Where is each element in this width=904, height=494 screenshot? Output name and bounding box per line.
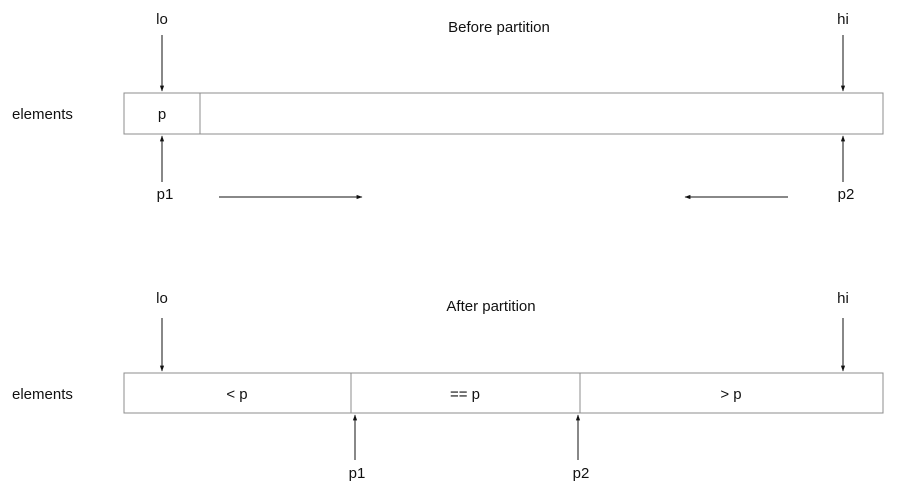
before-p1-label: p1: [157, 186, 174, 203]
before-row-label: elements: [12, 106, 73, 123]
after-cell-less: < p: [226, 386, 247, 403]
after-cell-greater: > p: [720, 386, 741, 403]
after-hi-label: hi: [837, 290, 849, 307]
before-title: Before partition: [448, 19, 550, 36]
after-p2-label: p2: [573, 465, 590, 482]
after-lo-label: lo: [156, 290, 168, 307]
after-row-label: elements: [12, 386, 73, 403]
after-cell-equal: == p: [450, 386, 480, 403]
after-title: After partition: [446, 298, 535, 315]
before-pivot-cell: p: [158, 106, 166, 123]
after-p1-label: p1: [349, 465, 366, 482]
after-elements-array: [123, 372, 884, 414]
before-lo-label: lo: [156, 11, 168, 28]
before-hi-label: hi: [837, 11, 849, 28]
before-elements-array: [123, 92, 884, 135]
before-partition-section: Before partition lo hi elements p p1 p2: [12, 11, 884, 203]
before-p2-label: p2: [838, 186, 855, 203]
after-partition-section: After partition lo hi elements < p == p …: [12, 290, 884, 482]
